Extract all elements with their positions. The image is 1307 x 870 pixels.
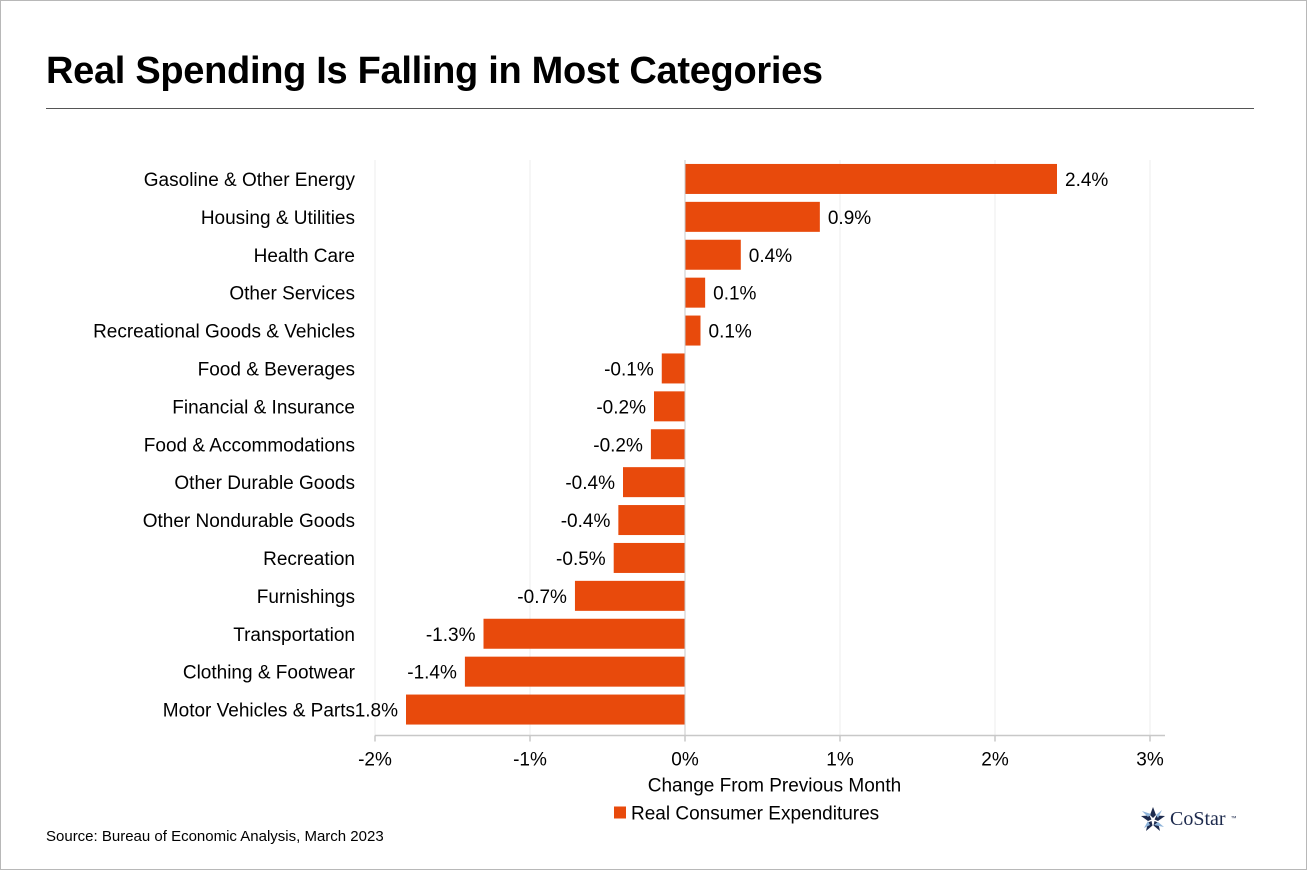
category-label-11: Recreation <box>263 549 355 570</box>
x-tick-label-5: 3% <box>1136 750 1164 771</box>
value-label-10: -0.4% <box>561 511 611 532</box>
value-label-6: -0.1% <box>604 359 654 380</box>
category-label-6: Food & Beverages <box>198 359 355 380</box>
value-label-12: -0.7% <box>517 587 567 608</box>
x-tick-label-3: 1% <box>826 750 854 771</box>
title-divider <box>46 108 1254 109</box>
brand-name: CoStar <box>1170 807 1226 830</box>
bar-5 <box>685 315 701 346</box>
bar-2 <box>685 201 820 232</box>
source-note: Source: Bureau of Economic Analysis, Mar… <box>46 828 384 845</box>
category-label-10: Other Nondurable Goods <box>143 511 355 532</box>
bar-11 <box>613 542 685 573</box>
value-label-7: -0.2% <box>596 397 646 418</box>
legend-label: Real Consumer Expenditures <box>631 804 879 825</box>
bar-10 <box>618 505 685 536</box>
page-title: Real Spending Is Falling in Most Categor… <box>46 50 823 92</box>
value-label-1: 2.4% <box>1065 170 1108 191</box>
bar-7 <box>654 391 685 422</box>
category-label-14: Clothing & Footwear <box>183 663 356 684</box>
bar-1 <box>685 163 1057 194</box>
value-label-9: -0.4% <box>565 473 615 494</box>
category-label-4: Other Services <box>229 284 355 305</box>
value-label-13: -1.3% <box>426 625 476 646</box>
bar-6 <box>661 353 685 384</box>
bar-8 <box>650 429 685 460</box>
brand-trademark: ™ <box>1230 816 1237 822</box>
x-tick-label-4: 2% <box>981 750 1009 771</box>
category-label-8: Food & Accommodations <box>144 435 355 456</box>
value-label-8: -0.2% <box>593 435 643 456</box>
value-label-14: -1.4% <box>407 663 457 684</box>
legend-swatch <box>614 806 626 819</box>
bar-3 <box>685 239 741 270</box>
category-label-7: Financial & Insurance <box>172 397 355 418</box>
category-label-1: Gasoline & Other Energy <box>144 170 356 191</box>
category-label-3: Health Care <box>254 246 355 267</box>
category-label-13: Transportation <box>233 625 355 646</box>
costar-logo: CoStar ™ <box>1140 806 1237 832</box>
value-label-5: 0.1% <box>709 322 752 343</box>
bar-12 <box>574 580 685 611</box>
category-label-5: Recreational Goods & Vehicles <box>93 322 355 343</box>
bar-13 <box>483 618 685 649</box>
bar-15 <box>406 694 685 725</box>
value-label-15: 1.8% <box>355 701 398 722</box>
x-tick-label-2: 0% <box>671 750 699 771</box>
value-label-4: 0.1% <box>713 284 756 305</box>
category-label-12: Furnishings <box>257 587 355 608</box>
category-label-9: Other Durable Goods <box>174 473 355 494</box>
value-label-3: 0.4% <box>749 246 792 267</box>
x-tick-label-0: -2% <box>358 750 392 771</box>
x-tick-label-1: -1% <box>513 750 547 771</box>
category-label-15: Motor Vehicles & Parts <box>163 701 355 722</box>
value-label-2: 0.9% <box>828 208 871 229</box>
costar-star-icon <box>1141 807 1165 831</box>
bar-4 <box>685 277 706 308</box>
value-label-11: -0.5% <box>556 549 606 570</box>
bar-14 <box>464 656 685 687</box>
x-axis-title: Change From Previous Month <box>648 776 901 797</box>
bar-9 <box>623 467 685 498</box>
category-label-2: Housing & Utilities <box>201 208 355 229</box>
